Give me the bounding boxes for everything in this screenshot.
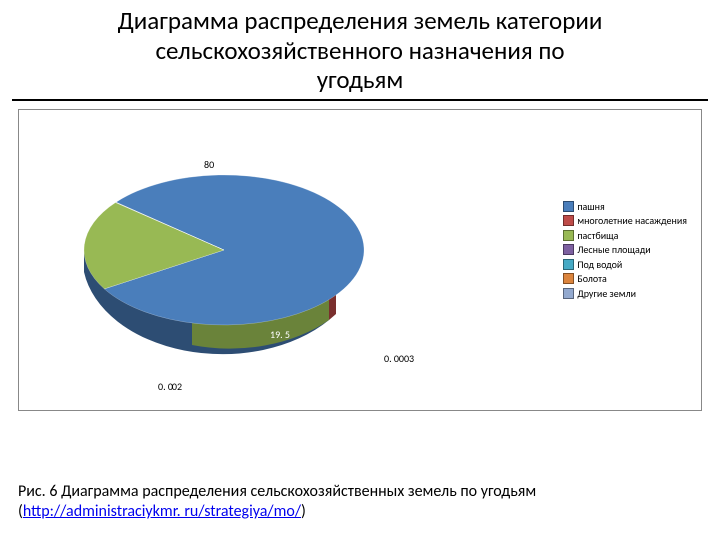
legend-item: Болота	[563, 272, 687, 286]
legend-label: Лесные площади	[577, 243, 650, 257]
caption-link[interactable]: http://administraciykmr. ru/strategiya/m…	[23, 502, 301, 521]
pie-label-80: 80	[204, 158, 214, 171]
legend-swatch	[563, 288, 574, 299]
legend-item: Под водой	[563, 258, 687, 272]
legend-label: многолетние насаждения	[577, 214, 687, 228]
legend-item: Другие земли	[563, 287, 687, 301]
pie-label-00003: 0. 0003	[384, 352, 414, 365]
legend: пашнямноголетние насажденияпастбищаЛесны…	[563, 200, 687, 302]
legend-label: пашня	[577, 200, 604, 214]
pie-label-195: 19. 5	[270, 328, 290, 341]
title-line-2: сельскохозяйственного назначения по	[155, 35, 564, 66]
legend-swatch	[563, 244, 574, 255]
legend-label: Другие земли	[577, 287, 636, 301]
legend-swatch	[563, 273, 574, 284]
title-underline	[12, 99, 708, 101]
caption-text: Рис. 6 Диаграмма распределения сельскохо…	[18, 482, 536, 501]
pie-svg	[74, 140, 374, 380]
legend-item: пастбища	[563, 229, 687, 243]
caption-link-suffix: )	[301, 502, 306, 521]
chart-container: 80 19. 5 0. 0003 0. 002 0. 03 пашнямного…	[18, 109, 702, 411]
page-title: Диаграмма распределения земель категории…	[0, 0, 720, 97]
legend-label: Болота	[577, 272, 606, 286]
legend-swatch	[563, 259, 574, 270]
legend-item: пашня	[563, 200, 687, 214]
legend-swatch	[563, 215, 574, 226]
figure-caption: Рис. 6 Диаграмма распределения сельскохо…	[18, 482, 702, 522]
legend-swatch	[563, 201, 574, 212]
pie-chart: 80 19. 5 0. 0003 0. 002 0. 03	[74, 140, 374, 380]
legend-label: Под водой	[577, 258, 622, 272]
legend-label: пастбища	[577, 229, 618, 243]
title-line-3: угодьям	[317, 64, 404, 95]
legend-swatch	[563, 230, 574, 241]
title-line-1: Диаграмма распределения земель категории	[118, 5, 603, 36]
legend-item: Лесные площади	[563, 243, 687, 257]
legend-item: многолетние насаждения	[563, 214, 687, 228]
